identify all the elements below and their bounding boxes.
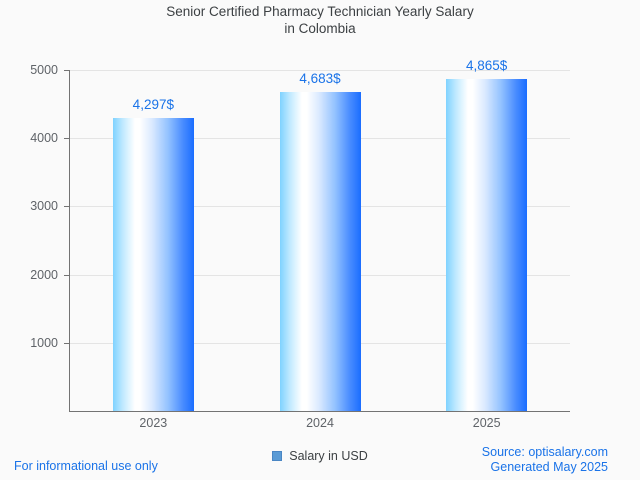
y-tick-label: 1000	[30, 335, 58, 350]
y-tick-label: 4000	[30, 131, 58, 146]
footer-disclaimer: For informational use only	[14, 459, 158, 473]
x-axis-line	[69, 411, 570, 412]
bar-value-label: 4,683$	[299, 70, 341, 86]
page-title: Senior Certified Pharmacy Technician Yea…	[166, 4, 474, 36]
bar-2023[interactable]	[112, 117, 194, 411]
bar-2025[interactable]	[446, 79, 528, 411]
x-tick-label: 2025	[472, 416, 501, 430]
bar-2024[interactable]	[279, 91, 361, 411]
y-tick-label: 3000	[30, 199, 58, 214]
y-tick-mark	[64, 274, 70, 276]
footer-generated: Generated May 2025	[490, 460, 608, 474]
footer-source-block: Source: optisalary.com Generated May 202…	[482, 445, 608, 475]
legend-item-salary-in-usd[interactable]: Salary in USD	[272, 449, 368, 463]
y-tick-mark	[64, 342, 70, 344]
y-tick-mark	[64, 70, 70, 71]
x-tick-label: 2023	[139, 416, 168, 430]
y-tick-label: 5000	[30, 63, 58, 77]
legend-swatch-icon	[272, 451, 283, 461]
y-tick-label: 2000	[30, 267, 58, 282]
y-tick-mark	[64, 206, 70, 208]
y-tick-mark	[64, 138, 70, 140]
legend-label: Salary in USD	[289, 449, 368, 463]
bar-value-label: 4,297$	[132, 96, 174, 112]
gridline	[70, 70, 570, 71]
footer-source: Source: optisalary.com	[481, 445, 608, 459]
chart-legend: Salary in USD	[0, 449, 640, 463]
x-tick-label: 2024	[306, 416, 334, 430]
bar-value-label: 4,865$	[466, 58, 508, 74]
y-axis-line	[69, 70, 70, 412]
